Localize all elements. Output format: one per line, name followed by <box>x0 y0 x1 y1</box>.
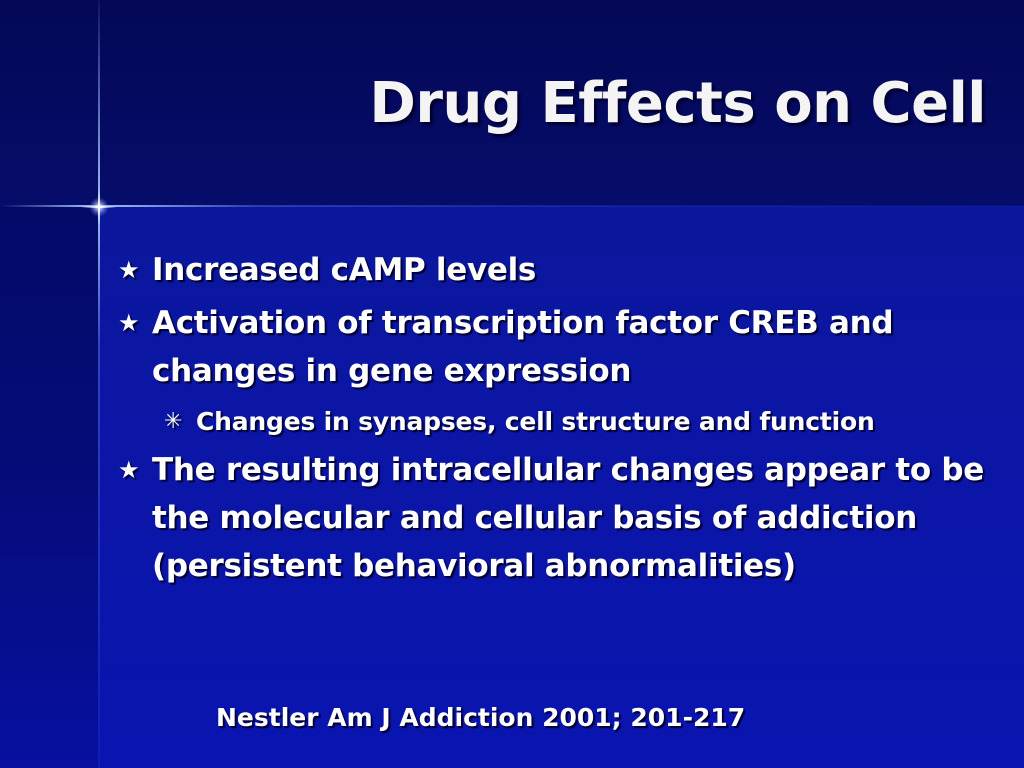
bullet-item: ★ Activation of transcription factor CRE… <box>118 299 1008 395</box>
star-bullet-icon: ★ <box>118 309 140 337</box>
bullet-list: ★ Increased cAMP levels ★ Activation of … <box>118 246 1008 590</box>
bullet-item: ★ The resulting intracellular changes ap… <box>118 446 1008 590</box>
horizontal-accent-line <box>0 205 1024 207</box>
citation: Nestler Am J Addiction 2001; 201-217 <box>216 703 746 732</box>
bullet-text: The resulting intracellular changes appe… <box>152 452 985 584</box>
slide-title: Drug Effects on Cell <box>369 71 986 136</box>
star-bullet-icon: ★ <box>118 456 140 484</box>
bullet-text: Activation of transcription factor CREB … <box>152 305 894 389</box>
title-band <box>0 0 1024 206</box>
vertical-accent-line <box>98 0 100 768</box>
asterisk-bullet-icon: ✳ <box>164 409 183 434</box>
star-bullet-icon: ★ <box>118 256 140 284</box>
bullet-text: Increased cAMP levels <box>152 252 537 288</box>
sub-bullet-text: Changes in synapses, cell structure and … <box>196 407 875 436</box>
bullet-item: ★ Increased cAMP levels <box>118 246 1008 294</box>
sub-bullet-item: ✳ Changes in synapses, cell structure an… <box>164 403 1008 441</box>
